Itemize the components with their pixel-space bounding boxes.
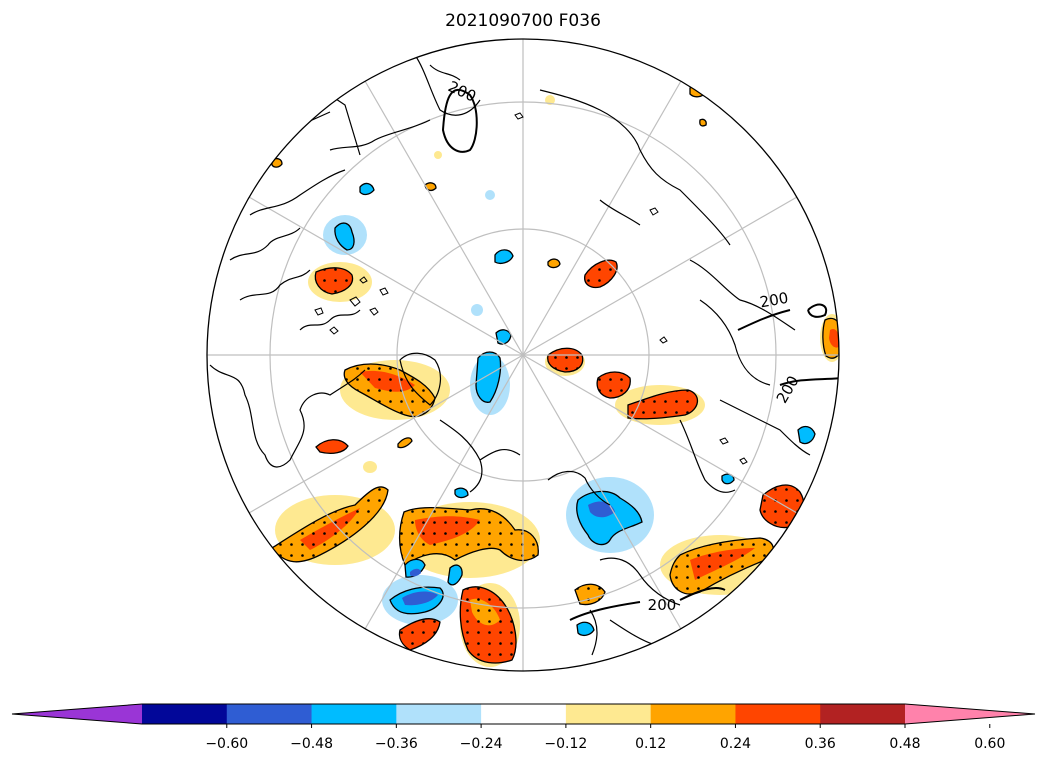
colorbar-tick-label: −0.12 (544, 736, 587, 752)
map-title: 2021090700 F036 (445, 11, 601, 31)
colorbar-extend-low (12, 704, 142, 724)
colorbar-bin (650, 704, 736, 724)
colorbar-tick-label: −0.60 (205, 736, 248, 752)
coast-scandinavia-russia (547, 419, 736, 656)
colorbar-bin (481, 704, 567, 724)
colorbar-bin (311, 704, 397, 724)
contour-200-north (441, 88, 478, 153)
coast-europe (439, 419, 521, 493)
significance-stippling (272, 260, 804, 663)
colorbar-extend-high (905, 704, 1035, 724)
colorbar-tick-label: 0.48 (889, 736, 920, 752)
colorbar-tick-label: 0.24 (720, 736, 751, 752)
coast-canada-greenland (209, 119, 442, 468)
map-boundary (206, 38, 840, 672)
colorbar-tick-label: 0.36 (805, 736, 836, 752)
map-disk (207, 39, 839, 671)
contour-200-south (569, 587, 726, 621)
colorbar-tick-label: −0.48 (290, 736, 333, 752)
islands (314, 112, 748, 465)
colorbar-tick-label: −0.36 (375, 736, 418, 752)
contour-200-east (737, 303, 839, 386)
colorbar-tick-label: 0.60 (974, 736, 1005, 752)
colorbar-bin (735, 704, 821, 724)
colorbar-bin (396, 704, 482, 724)
negative-region-pole-side (475, 351, 502, 403)
negative-anomaly-regions (334, 182, 816, 637)
colorbar-bin (226, 704, 313, 724)
colorbar: −0.60 −0.48 −0.36 −0.24 −0.12 0.12 0.24 0.36 0.4… (11, 703, 1036, 752)
colorbar-bin (565, 704, 652, 724)
contour-label-south: 200 (648, 596, 677, 614)
contour-label-east: 200 (758, 289, 789, 312)
coast-eurasia-north (539, 89, 811, 456)
colorbar-outline (11, 703, 1036, 725)
graticule (207, 39, 839, 671)
colorbar-bin (142, 704, 228, 724)
colorbar-bin (820, 704, 906, 724)
colorbar-tick-label: −0.24 (460, 736, 503, 752)
colorbar-tick-label: 0.12 (635, 736, 666, 752)
